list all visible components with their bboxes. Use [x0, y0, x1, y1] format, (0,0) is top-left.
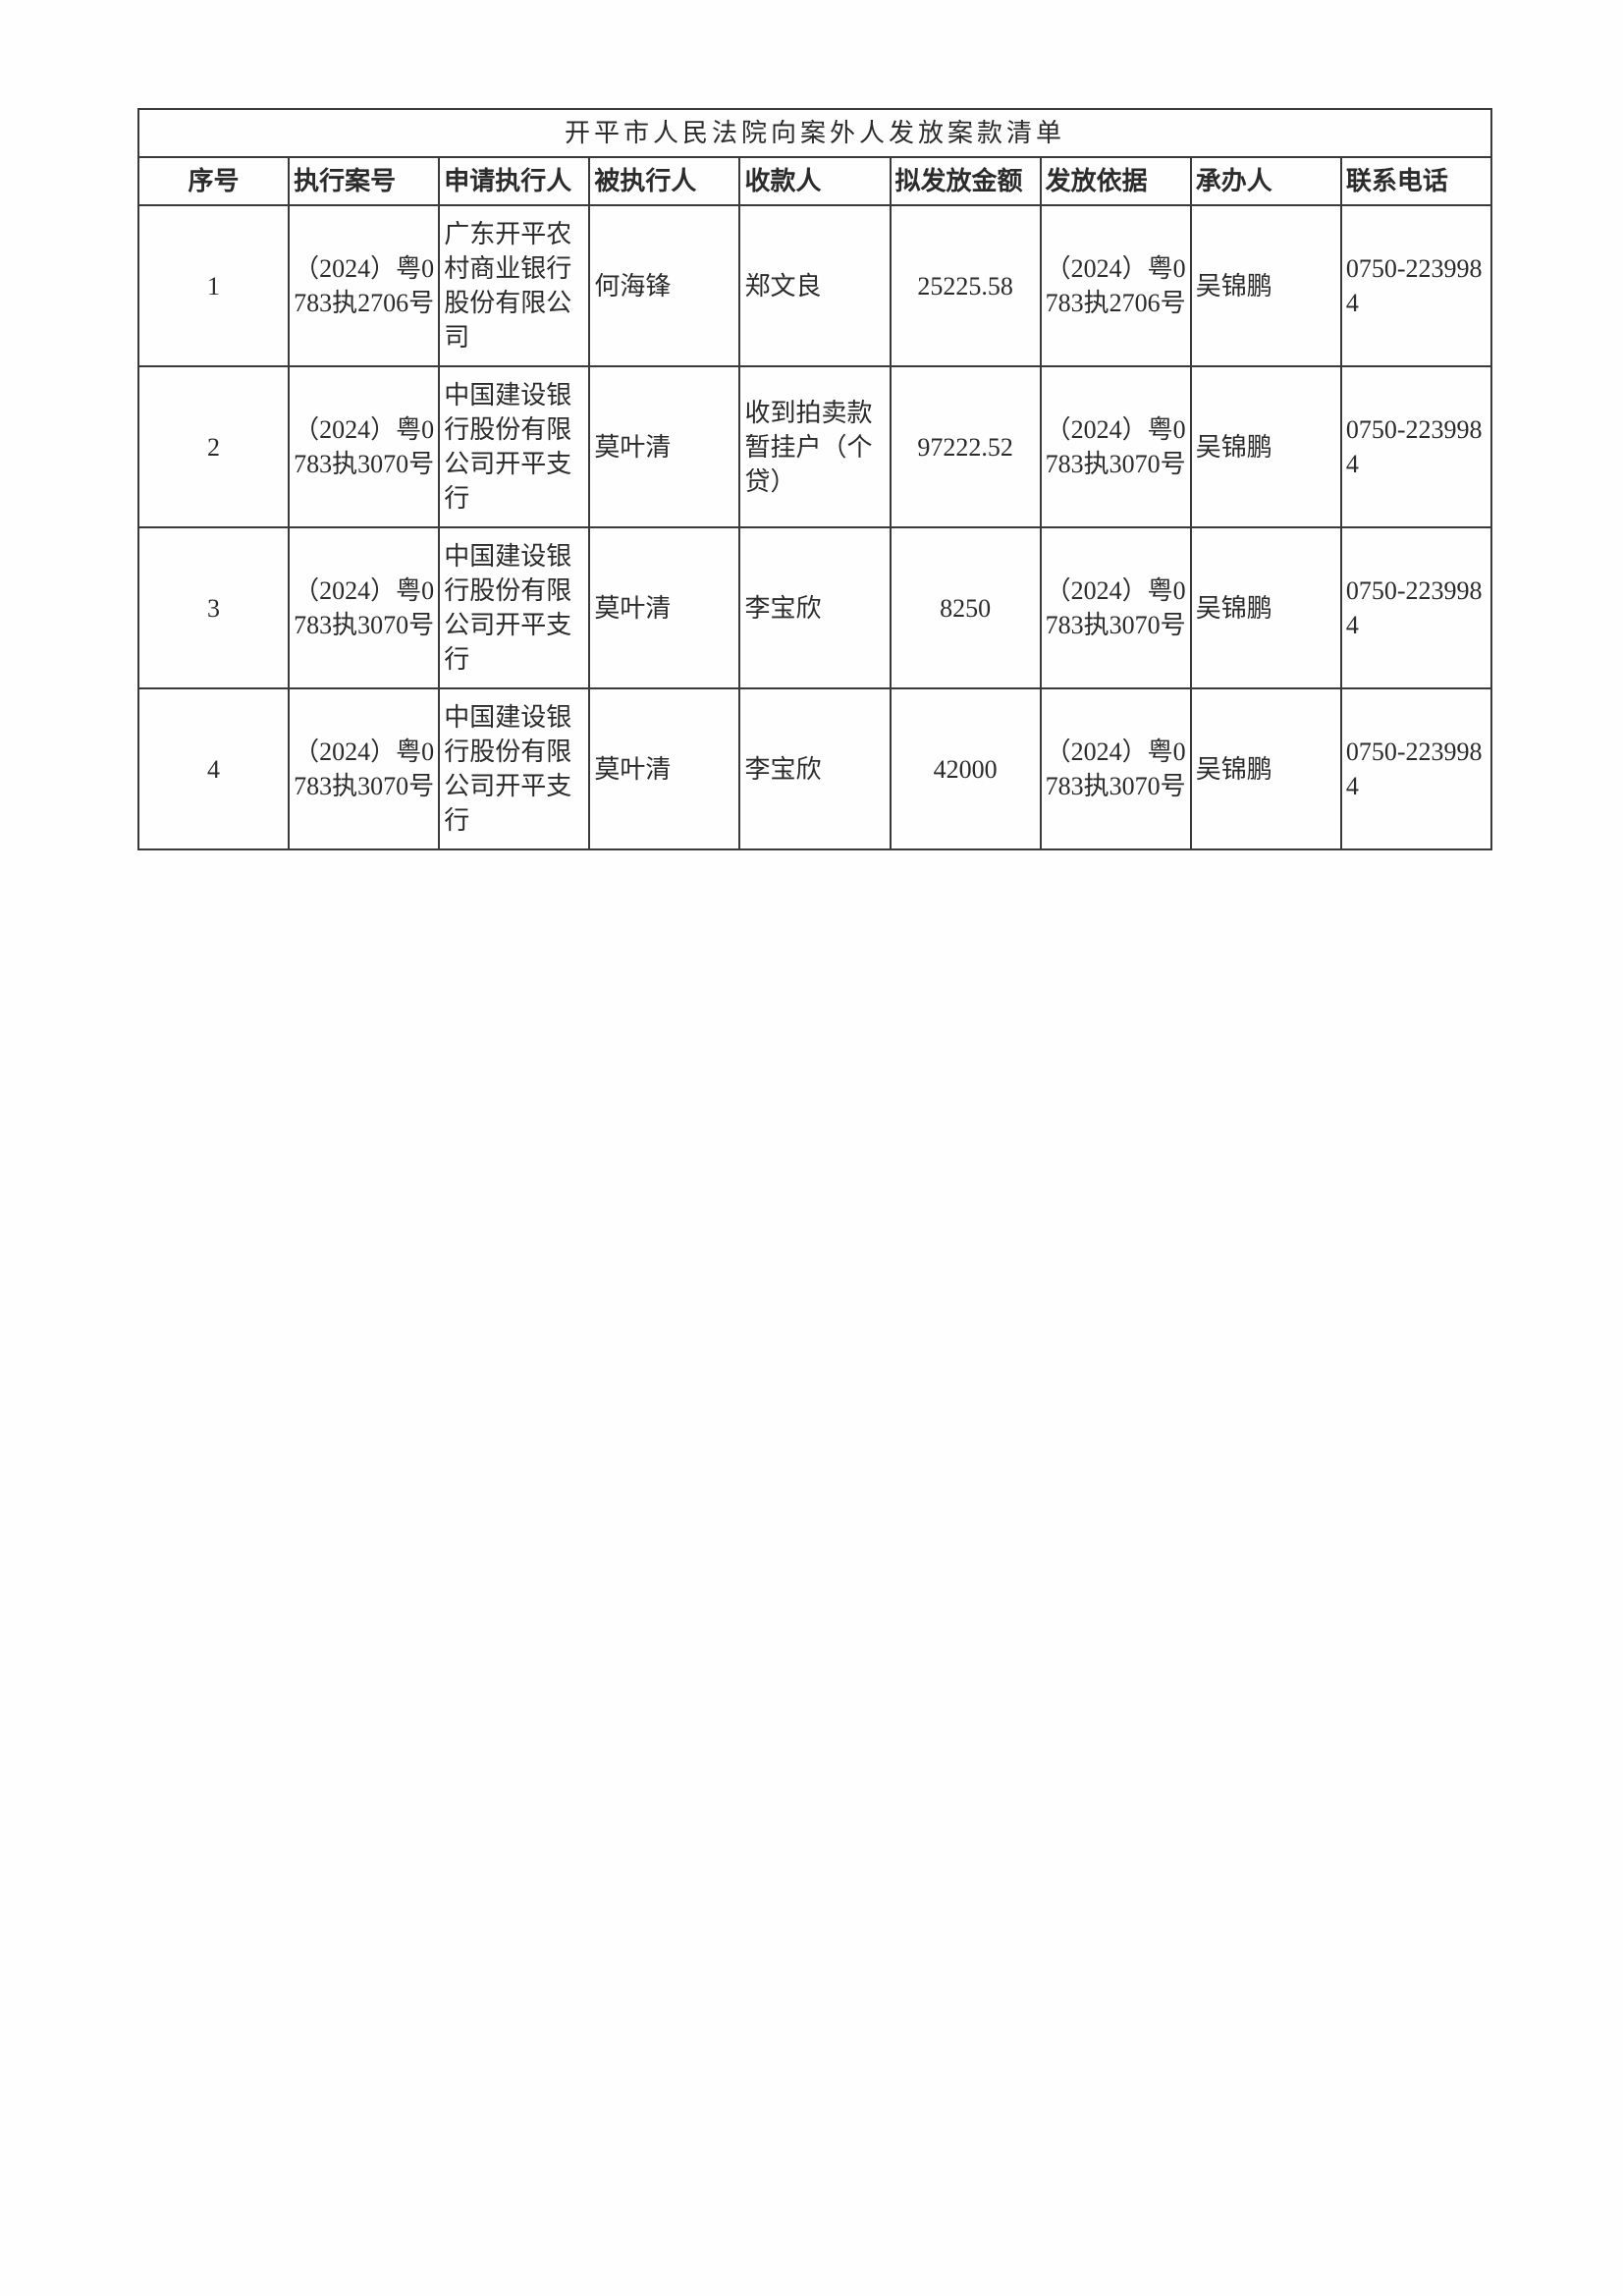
cell-respondent: 莫叶清: [589, 688, 739, 849]
cell-case-no: （2024）粤0783执2706号: [289, 205, 439, 366]
table-row: 4 （2024）粤0783执3070号 中国建设银行股份有限公司开平支行 莫叶清…: [138, 688, 1491, 849]
payment-list-table: 开平市人民法院向案外人发放案款清单 序号 执行案号 申请执行人 被执行人 收款人…: [137, 108, 1492, 850]
cell-amount: 8250: [891, 527, 1041, 688]
table-row: 3 （2024）粤0783执3070号 中国建设银行股份有限公司开平支行 莫叶清…: [138, 527, 1491, 688]
col-header-amount: 拟发放金额（元: [891, 157, 1041, 205]
col-header-case: 执行案号: [289, 157, 439, 205]
title-row: 开平市人民法院向案外人发放案款清单: [138, 109, 1491, 157]
cell-respondent: 何海锋: [589, 205, 739, 366]
cell-amount: 42000: [891, 688, 1041, 849]
document-page: 开平市人民法院向案外人发放案款清单 序号 执行案号 申请执行人 被执行人 收款人…: [0, 0, 1623, 2296]
cell-basis: （2024）粤0783执3070号: [1041, 688, 1191, 849]
col-header-seq: 序号: [138, 157, 289, 205]
col-header-respondent: 被执行人: [589, 157, 739, 205]
cell-basis: （2024）粤0783执3070号: [1041, 366, 1191, 527]
cell-handler: 吴锦鹏: [1191, 688, 1341, 849]
col-header-handler: 承办人: [1191, 157, 1341, 205]
cell-phone: 0750-2239984: [1341, 688, 1491, 849]
cell-payee: 收到拍卖款暂挂户（个贷）: [739, 366, 890, 527]
table-row: 2 （2024）粤0783执3070号 中国建设银行股份有限公司开平支行 莫叶清…: [138, 366, 1491, 527]
cell-phone: 0750-2239984: [1341, 527, 1491, 688]
col-header-basis: 发放依据: [1041, 157, 1191, 205]
cell-seq: 1: [138, 205, 289, 366]
table-row: 1 （2024）粤0783执2706号 广东开平农村商业银行股份有限公司 何海锋…: [138, 205, 1491, 366]
cell-phone: 0750-2239984: [1341, 366, 1491, 527]
cell-payee: 李宝欣: [739, 527, 890, 688]
cell-handler: 吴锦鹏: [1191, 527, 1341, 688]
col-header-payee: 收款人: [739, 157, 890, 205]
cell-basis: （2024）粤0783执3070号: [1041, 527, 1191, 688]
table-title: 开平市人民法院向案外人发放案款清单: [138, 109, 1491, 157]
cell-applicant: 广东开平农村商业银行股份有限公司: [439, 205, 589, 366]
cell-payee: 郑文良: [739, 205, 890, 366]
cell-handler: 吴锦鹏: [1191, 205, 1341, 366]
cell-amount: 97222.52: [891, 366, 1041, 527]
cell-seq: 4: [138, 688, 289, 849]
col-header-phone: 联系电话: [1341, 157, 1491, 205]
cell-respondent: 莫叶清: [589, 366, 739, 527]
cell-handler: 吴锦鹏: [1191, 366, 1341, 527]
cell-seq: 2: [138, 366, 289, 527]
cell-seq: 3: [138, 527, 289, 688]
cell-amount: 25225.58: [891, 205, 1041, 366]
cell-applicant: 中国建设银行股份有限公司开平支行: [439, 366, 589, 527]
cell-case-no: （2024）粤0783执3070号: [289, 688, 439, 849]
cell-basis: （2024）粤0783执2706号: [1041, 205, 1191, 366]
cell-case-no: （2024）粤0783执3070号: [289, 527, 439, 688]
cell-phone: 0750-2239984: [1341, 205, 1491, 366]
col-header-applicant: 申请执行人: [439, 157, 589, 205]
cell-respondent: 莫叶清: [589, 527, 739, 688]
cell-applicant: 中国建设银行股份有限公司开平支行: [439, 688, 589, 849]
cell-case-no: （2024）粤0783执3070号: [289, 366, 439, 527]
cell-payee: 李宝欣: [739, 688, 890, 849]
header-row: 序号 执行案号 申请执行人 被执行人 收款人 拟发放金额（元 发放依据 承办人 …: [138, 157, 1491, 205]
cell-applicant: 中国建设银行股份有限公司开平支行: [439, 527, 589, 688]
